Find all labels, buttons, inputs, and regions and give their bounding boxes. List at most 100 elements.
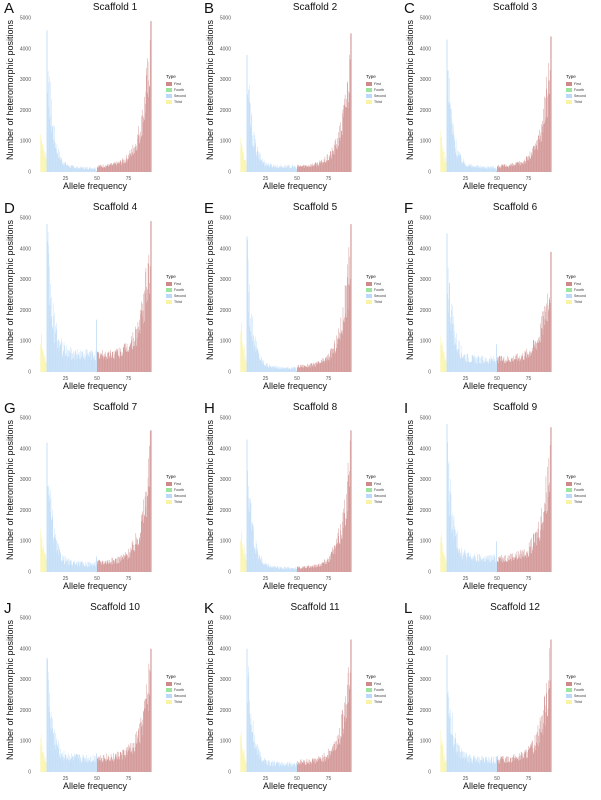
legend-swatch [566,482,572,486]
legend-item: Second [566,293,600,299]
y-axis-label: Number of heteromorphic positions [405,619,415,761]
y-tick-label: 5000 [220,616,231,622]
legend-label: First [374,482,381,486]
y-tick-label: 5000 [220,216,231,222]
legend-label: Second [174,494,186,498]
legend-title: Type [366,474,376,479]
legend-swatch [566,282,572,286]
x-axis-label: Allele frequency [462,581,528,591]
panel-letter: K [204,600,215,617]
x-tick-label: 75 [126,376,132,382]
legend: Type First Fourth Second Third [166,474,200,505]
legend-label: Fourth [174,288,185,292]
legend-label: First [574,82,581,86]
legend-label: Fourth [174,688,185,692]
legend-item: Fourth [566,287,600,293]
legend-label: Fourth [574,288,585,292]
x-tick-label: 50 [494,376,500,382]
legend-item: First [166,281,200,287]
legend-label: Second [574,94,586,98]
panel-letter: G [4,400,16,417]
legend-label: First [174,482,181,486]
legend-label: Third [174,500,182,504]
chart-title: Scaffold 10 [90,602,140,613]
y-tick-label: 1000 [420,339,431,345]
histogram-plot: 0 1000 2000 3000 4000 5000 25 50 75 [420,616,552,782]
legend-swatch [166,88,172,92]
x-axis-label: Allele frequency [462,781,528,791]
y-tick-label: 0 [428,370,431,376]
legend-item: Fourth [366,287,400,293]
y-tick-label: 5000 [420,216,431,222]
legend-label: Fourth [374,688,385,692]
legend-swatch [166,494,172,498]
y-tick-label: 5000 [20,416,31,422]
x-tick-label: 25 [263,376,269,382]
x-tick-label: 25 [63,576,69,582]
x-axis-label: Allele frequency [462,381,528,391]
legend-item: Third [166,99,200,105]
x-axis-label: Allele frequency [62,781,128,791]
legend-swatch [366,482,372,486]
x-axis-label: Allele frequency [462,181,528,191]
legend-item: Second [366,493,400,499]
legend-label: Second [174,694,186,698]
x-tick-label: 50 [94,576,100,582]
x-tick-label: 75 [526,776,532,782]
x-axis-label: Allele frequency [262,381,328,391]
x-tick-label: 75 [326,776,332,782]
y-tick-label: 3000 [420,477,431,483]
legend-swatch [366,300,372,304]
y-tick-label: 0 [428,170,431,176]
legend-swatch [366,694,372,698]
legend: Type First Fourth Second Third [566,474,600,505]
legend: Type First Fourth Second Third [366,474,400,505]
legend-label: Fourth [374,488,385,492]
legend-title: Type [566,274,576,279]
legend-swatch [166,682,172,686]
legend-swatch [366,94,372,98]
y-tick-label: 4000 [220,246,231,252]
x-tick-label: 50 [294,176,300,182]
legend-title: Type [366,74,376,79]
panel-letter: I [404,400,409,417]
y-tick-label: 5000 [220,16,231,22]
legend-label: Second [574,494,586,498]
legend-label: First [574,482,581,486]
y-tick-label: 4000 [420,246,431,252]
y-tick-label: 1000 [420,139,431,145]
x-tick-label: 75 [526,576,532,582]
x-tick-label: 75 [126,576,132,582]
y-axis-label: Number of heteromorphic positions [205,219,215,361]
legend-swatch [166,288,172,292]
chart-title: Scaffold 2 [292,2,338,13]
panel-letter: D [4,200,15,217]
legend-title: Type [166,74,176,79]
y-tick-label: 2000 [20,508,31,514]
legend-label: First [574,682,581,686]
legend-swatch [166,688,172,692]
legend: Type First Fourth Second Third [566,674,600,705]
y-tick-label: 0 [28,770,31,776]
chart-title: Scaffold 8 [292,402,338,413]
legend-swatch [566,300,572,304]
x-tick-label: 25 [63,176,69,182]
legend-item: Third [166,299,200,305]
y-tick-label: 4000 [420,446,431,452]
legend-item: Third [366,699,400,705]
legend-label: First [174,682,181,686]
legend-swatch [566,94,572,98]
x-tick-label: 25 [463,576,469,582]
legend-label: First [374,682,381,686]
y-axis-label: Number of heteromorphic positions [405,219,415,361]
legend-swatch [366,488,372,492]
chart-panel-d: 0 1000 2000 3000 4000 5000 25 50 75 D Scaffold 4 Nu… [0,200,200,400]
legend-swatch [366,288,372,292]
legend: Type First Fourth Second Third [166,674,200,705]
x-tick-label: 50 [94,376,100,382]
legend-item: Second [566,93,600,99]
x-tick-label: 50 [494,576,500,582]
y-tick-label: 4000 [20,246,31,252]
x-tick-label: 25 [463,376,469,382]
legend-label: Fourth [374,88,385,92]
